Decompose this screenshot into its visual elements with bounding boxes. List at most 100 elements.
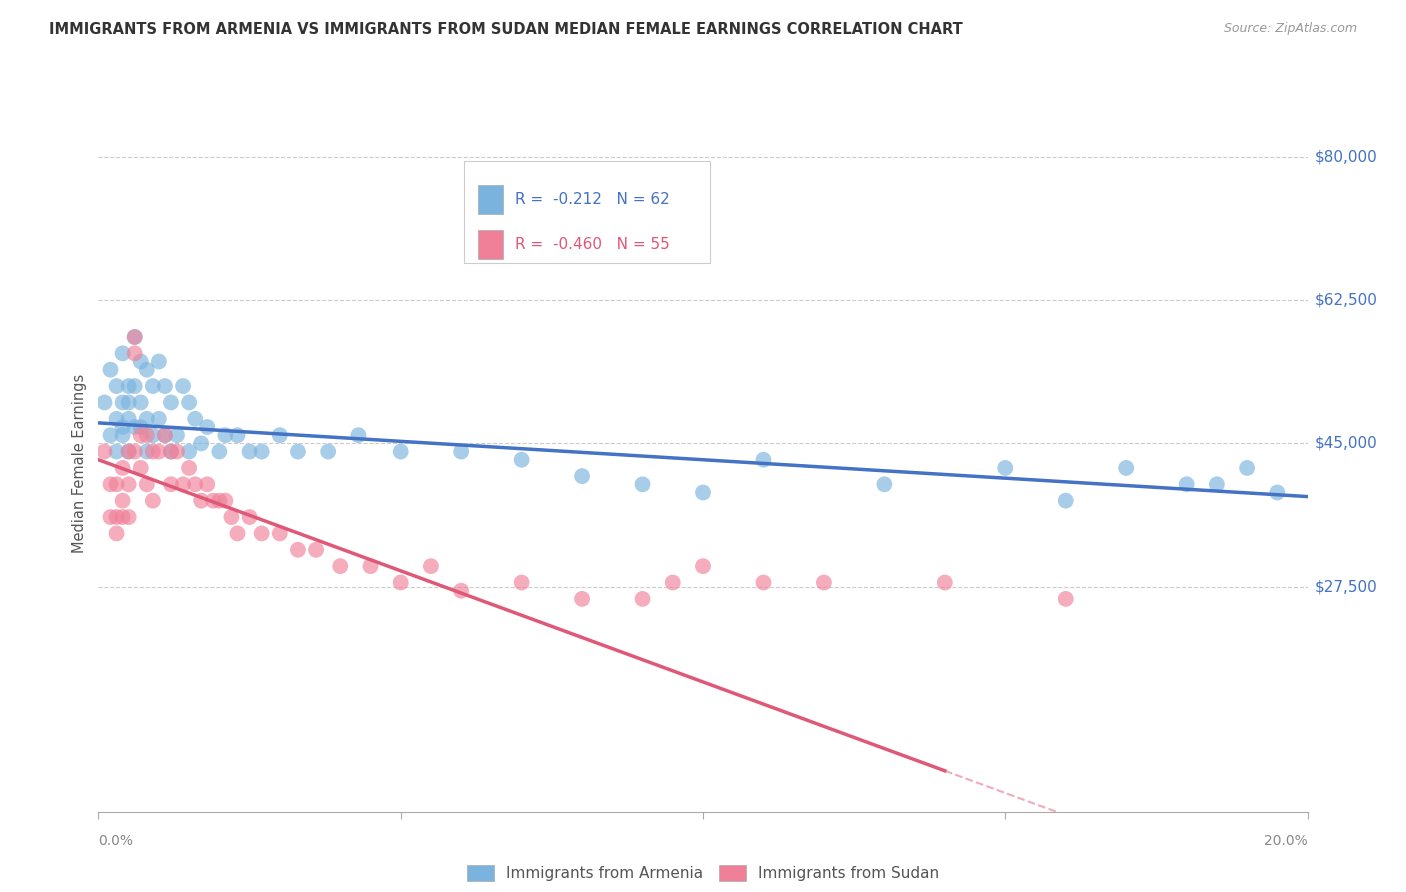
Point — [692, 559, 714, 574]
Text: R =  -0.460   N = 55: R = -0.460 N = 55 — [515, 237, 669, 252]
Point — [172, 379, 194, 393]
Point — [571, 469, 593, 483]
Text: $62,500: $62,500 — [1315, 293, 1378, 308]
Point — [129, 354, 152, 368]
Point — [148, 354, 170, 368]
Point — [177, 461, 201, 475]
Point — [250, 526, 273, 541]
Point — [1265, 485, 1288, 500]
Point — [93, 395, 115, 409]
Point — [129, 395, 152, 409]
Point — [752, 452, 775, 467]
Text: $80,000: $80,000 — [1315, 149, 1378, 164]
Point — [111, 461, 134, 475]
Point — [631, 477, 654, 491]
Point — [111, 395, 134, 409]
Point — [100, 428, 122, 442]
Point — [184, 477, 207, 491]
Text: $27,500: $27,500 — [1315, 579, 1378, 594]
Point — [153, 428, 176, 442]
Legend: Immigrants from Armenia, Immigrants from Sudan: Immigrants from Armenia, Immigrants from… — [460, 859, 946, 888]
Point — [118, 444, 141, 458]
Point — [571, 591, 593, 606]
Point — [105, 379, 128, 393]
Text: 20.0%: 20.0% — [1264, 834, 1308, 848]
Point — [166, 444, 188, 458]
Point — [105, 526, 128, 541]
Point — [226, 526, 249, 541]
Point — [160, 477, 183, 491]
Point — [105, 444, 128, 458]
Point — [124, 346, 146, 360]
Point — [135, 444, 157, 458]
Point — [450, 583, 472, 598]
Point — [100, 510, 122, 524]
Text: $45,000: $45,000 — [1315, 436, 1378, 450]
Point — [118, 510, 141, 524]
Point — [994, 461, 1017, 475]
Point — [100, 362, 122, 376]
Point — [214, 493, 236, 508]
Point — [111, 510, 134, 524]
Point — [135, 362, 157, 376]
Point — [135, 428, 157, 442]
Point — [1115, 461, 1137, 475]
Point — [389, 444, 412, 458]
Point — [124, 330, 146, 344]
Point — [177, 444, 201, 458]
Point — [160, 444, 183, 458]
Y-axis label: Median Female Earnings: Median Female Earnings — [72, 375, 87, 553]
Point — [166, 428, 188, 442]
Point — [142, 444, 165, 458]
Point — [111, 346, 134, 360]
Point — [269, 428, 291, 442]
Point — [111, 428, 134, 442]
Point — [287, 542, 309, 557]
Point — [153, 379, 176, 393]
Point — [813, 575, 835, 590]
Point — [148, 412, 170, 426]
Point — [631, 591, 654, 606]
Point — [118, 477, 141, 491]
Point — [510, 452, 533, 467]
Point — [195, 420, 218, 434]
Point — [389, 575, 412, 590]
Point — [510, 575, 533, 590]
Point — [105, 477, 128, 491]
Point — [124, 420, 146, 434]
Point — [239, 510, 262, 524]
Point — [148, 444, 170, 458]
Point — [124, 444, 146, 458]
Point — [1236, 461, 1258, 475]
Point — [692, 485, 714, 500]
Point — [305, 542, 328, 557]
Point — [450, 444, 472, 458]
Point — [118, 379, 141, 393]
Point — [221, 510, 243, 524]
Point — [214, 428, 236, 442]
Point — [160, 395, 183, 409]
Point — [153, 428, 176, 442]
Point — [202, 493, 225, 508]
Point — [360, 559, 382, 574]
Point — [124, 379, 146, 393]
Point — [661, 575, 683, 590]
Point — [347, 428, 370, 442]
Point — [1175, 477, 1198, 491]
Point — [118, 444, 141, 458]
Point — [190, 493, 212, 508]
Point — [118, 395, 141, 409]
Point — [142, 493, 165, 508]
Point — [105, 510, 128, 524]
Point — [195, 477, 218, 491]
Point — [172, 477, 194, 491]
Point — [208, 493, 231, 508]
Point — [135, 477, 157, 491]
Point — [100, 477, 122, 491]
Point — [419, 559, 441, 574]
Point — [1054, 591, 1077, 606]
Point — [1206, 477, 1229, 491]
Point — [135, 412, 157, 426]
Point — [105, 412, 128, 426]
Point — [269, 526, 291, 541]
